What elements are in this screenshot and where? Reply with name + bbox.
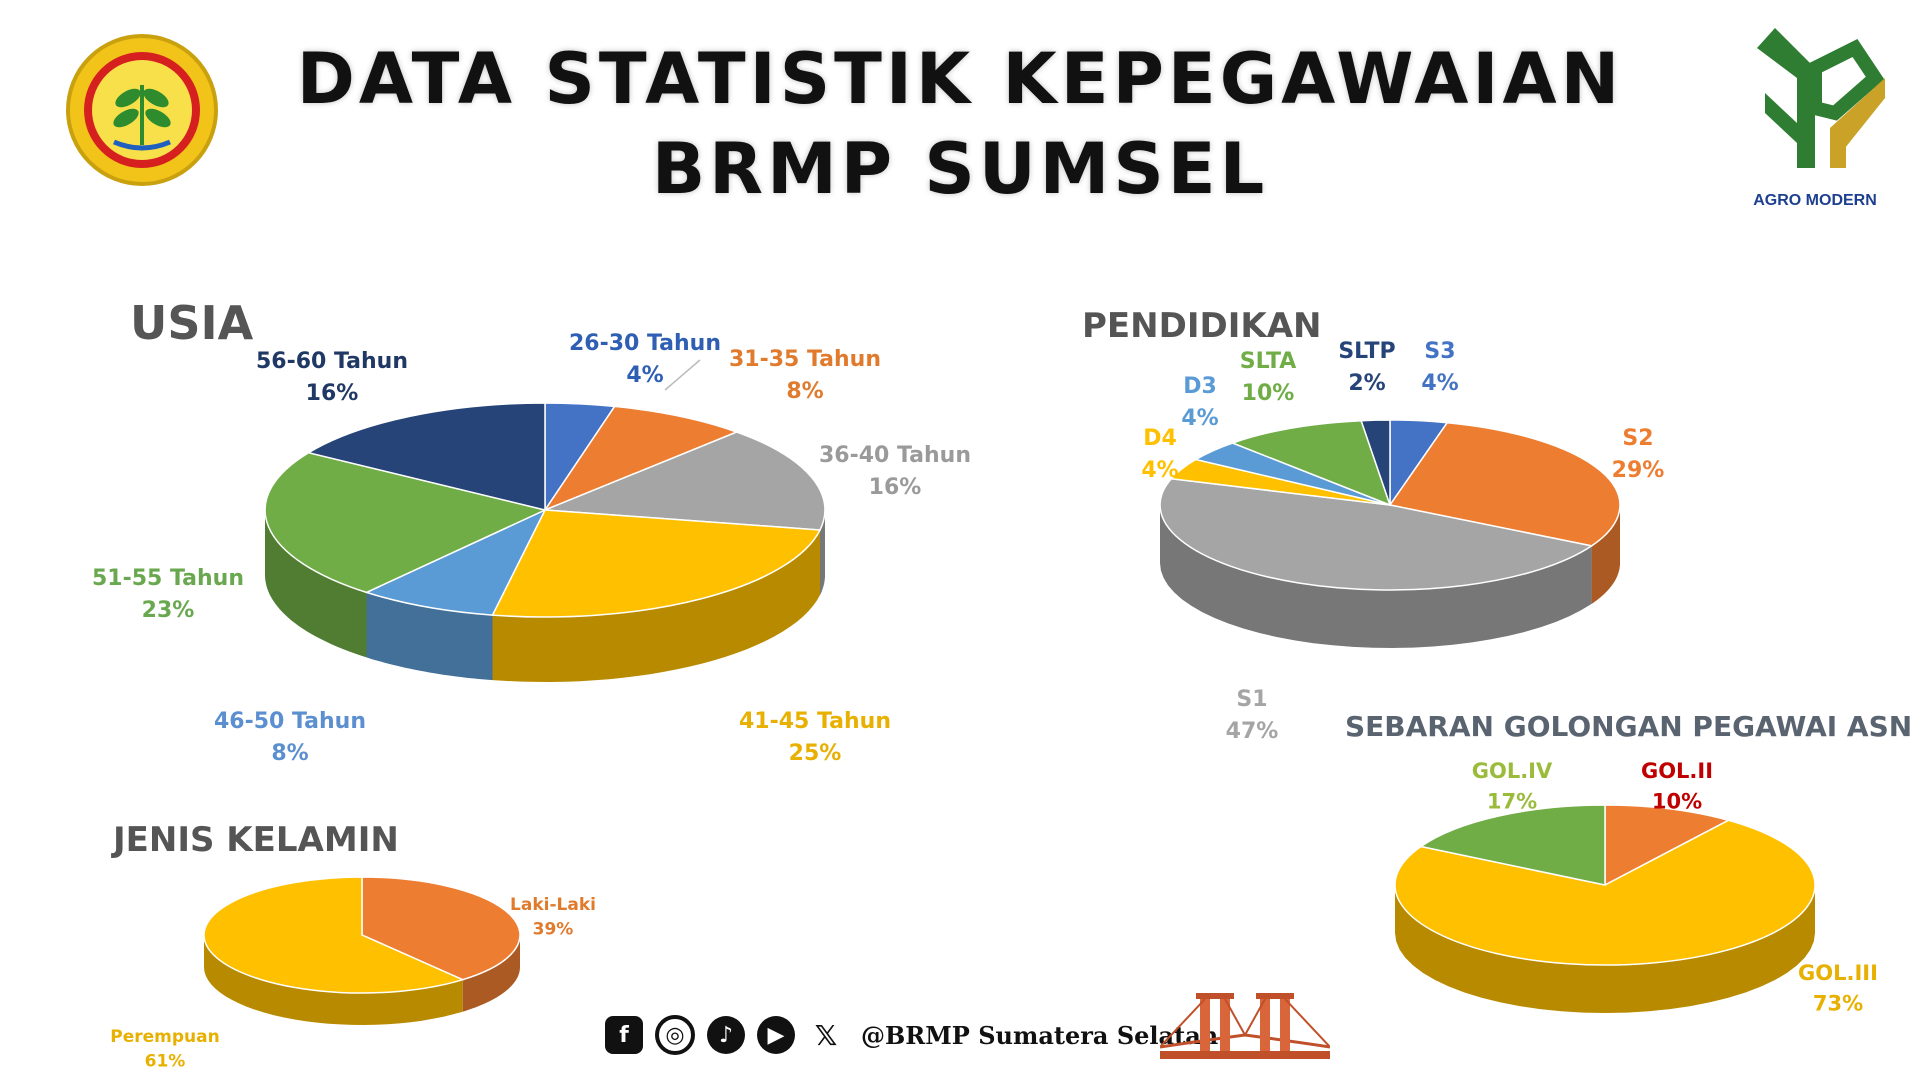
pie-slice-SLTP (1360, 419, 1391, 506)
pie-chart-3: Laki-Laki 39% Perempuan 61% (110, 876, 596, 1072)
slice-label-31-35 Tahun: 31-35 Tahun (729, 347, 881, 372)
slice-label-46-50 Tahun: 46-50 Tahun (214, 709, 366, 734)
pie-slice-GOL.II (1604, 804, 1731, 887)
pie-slice-GOL.III (1394, 819, 1816, 966)
slice-label-SLTA: SLTA (1240, 349, 1297, 374)
pie-slice-S2 (1388, 421, 1621, 547)
social-handle: @BRMP Sumatera Selatan (861, 1020, 1219, 1050)
slice-value-36-40 Tahun: 16% (869, 475, 922, 500)
kementan-logo (62, 30, 222, 190)
pie-slice-D3 (1193, 442, 1391, 506)
pie-side-S2 (1591, 505, 1620, 604)
facebook-icon[interactable]: f (605, 1016, 643, 1054)
slice-value-GOL.III: 73% (1813, 991, 1863, 1015)
slice-value-D3: 4% (1181, 406, 1218, 431)
page-title-line1: DATA STATISTIK KEPEGAWAIAN (296, 38, 1624, 120)
pie-chart-1: 26-30 Tahun 4% 31-35 Tahun 8% 36-40 Tahun 16%… (92, 331, 971, 766)
slice-label-56-60 Tahun: 56-60 Tahun (256, 349, 408, 374)
pie-slice-S3 (1389, 419, 1449, 508)
slice-value-GOL.II: 10% (1652, 789, 1702, 813)
slice-label-S3: S3 (1424, 339, 1455, 364)
slice-label-41-45 Tahun: 41-45 Tahun (739, 709, 891, 734)
slice-value-Laki-Laki: 39% (533, 920, 574, 940)
slice-value-D4: 4% (1141, 458, 1178, 483)
slice-value-SLTA: 10% (1242, 381, 1295, 406)
x-icon[interactable]: 𝕏 (807, 1016, 845, 1054)
slice-label-GOL.II: GOL.II (1641, 759, 1713, 783)
slice-label-51-55 Tahun: 51-55 Tahun (92, 566, 244, 591)
pie-side-S1 (1160, 505, 1592, 648)
page-title-line2: BRMP SUMSEL (651, 128, 1269, 210)
pie-slice-Laki-Laki (361, 876, 521, 981)
slice-label-D3: D3 (1183, 374, 1217, 399)
slice-label-Laki-Laki: Laki-Laki (510, 895, 596, 915)
pie-slice-Perempuan (203, 876, 465, 994)
slice-value-S1: 47% (1226, 719, 1279, 744)
agro-modern-logo (1735, 18, 1895, 218)
pie-chart-4: GOL.II 10% GOL.III 73% GOL.IV 17% (1394, 759, 1878, 1015)
agro-modern-text: AGRO MODERN (1753, 192, 1877, 209)
slice-label-SLTP: SLTP (1338, 339, 1395, 364)
social-bar: f ◎ ♪ ▶ 𝕏 @BRMP Sumatera Selatan (605, 1013, 1218, 1057)
slice-label-Perempuan: Perempuan (110, 1027, 219, 1047)
slice-label-S1: S1 (1236, 687, 1267, 712)
pie-side-36-40 Tahun (820, 510, 825, 595)
pie-slice-S1 (1159, 477, 1594, 591)
slice-label-GOL.IV: GOL.IV (1472, 759, 1553, 783)
pie-side-Perempuan (204, 935, 463, 1025)
pie-slice-56-60 Tahun (306, 402, 546, 511)
slice-label-S2: S2 (1622, 426, 1653, 451)
slice-label-D4: D4 (1143, 426, 1177, 451)
slice-value-S3: 4% (1421, 371, 1458, 396)
pie-slice-41-45 Tahun (491, 509, 822, 618)
pie-slice-D4 (1169, 458, 1391, 506)
slice-value-26-30 Tahun: 4% (626, 363, 663, 388)
golongan-title: SEBARAN GOLONGAN PEGAWAI ASN (1345, 710, 1913, 743)
jenis-kelamin-title: JENIS KELAMIN (113, 820, 399, 860)
slice-label-GOL.III: GOL.III (1798, 961, 1878, 985)
pie-side-46-50 Tahun (366, 592, 493, 681)
slice-value-31-35 Tahun: 8% (786, 379, 823, 404)
youtube-icon[interactable]: ▶ (757, 1016, 795, 1054)
tiktok-icon[interactable]: ♪ (707, 1016, 745, 1054)
slice-value-GOL.IV: 17% (1487, 789, 1537, 813)
pie-slice-GOL.IV (1419, 804, 1606, 886)
slice-value-SLTP: 2% (1348, 371, 1385, 396)
slice-value-S2: 29% (1612, 458, 1665, 483)
pie-side-51-55 Tahun (265, 510, 367, 658)
pie-slice-36-40 Tahun (544, 431, 826, 531)
slice-value-41-45 Tahun: 25% (789, 741, 842, 766)
pie-side-Laki-Laki (462, 935, 520, 1012)
pie-slice-26-30 Tahun (544, 402, 616, 513)
slice-label-26-30 Tahun: 26-30 Tahun (569, 331, 721, 356)
pie-side-GOL.III (1395, 885, 1815, 1013)
pie-slice-46-50 Tahun (364, 508, 547, 616)
pie-slice-51-55 Tahun (264, 451, 548, 594)
ampera-bridge-icon (1159, 985, 1331, 1065)
slice-label-36-40 Tahun: 36-40 Tahun (819, 443, 971, 468)
pie-side-41-45 Tahun (492, 530, 820, 682)
slice-value-46-50 Tahun: 8% (271, 741, 308, 766)
slice-value-56-60 Tahun: 16% (306, 381, 359, 406)
pendidikan-title: PENDIDIKAN (1082, 306, 1322, 346)
slice-value-51-55 Tahun: 23% (142, 598, 195, 623)
pie-slice-31-35 Tahun (543, 405, 739, 512)
slice-value-Perempuan: 61% (145, 1052, 186, 1072)
usia-title: USIA (130, 296, 254, 350)
pie-slice-SLTA (1230, 419, 1392, 507)
instagram-icon[interactable]: ◎ (655, 1015, 695, 1055)
